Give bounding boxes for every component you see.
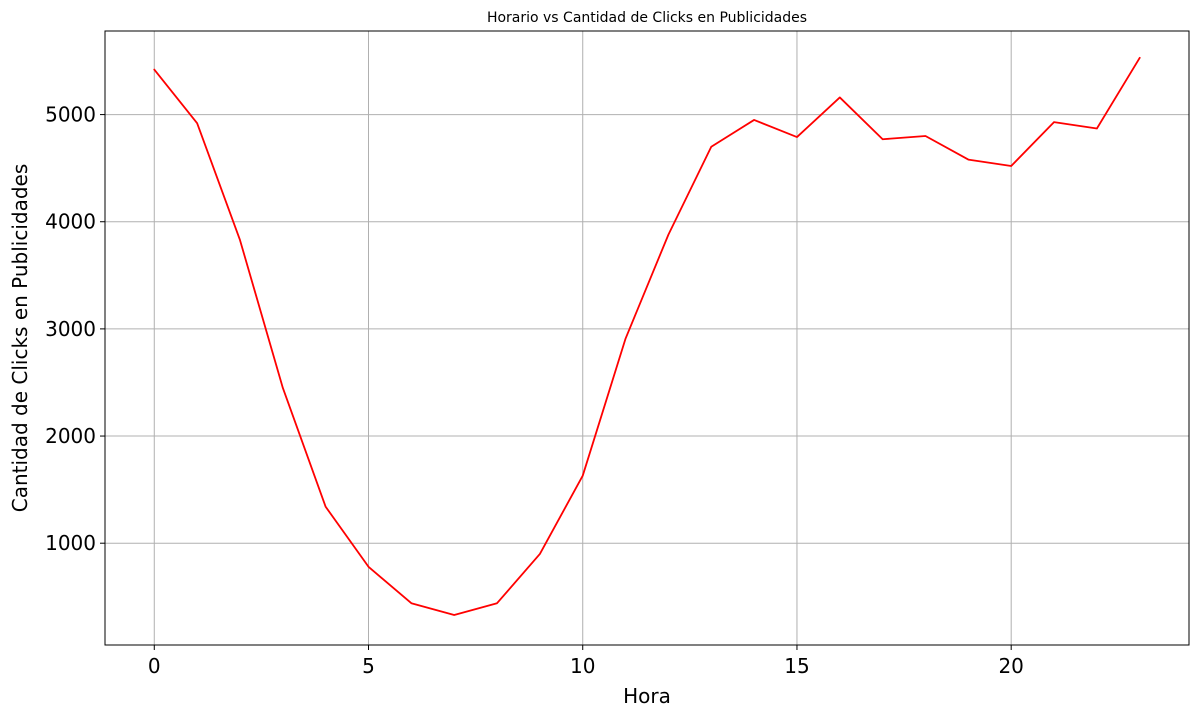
y-tick-label: 2000	[45, 424, 96, 448]
x-tick-label: 0	[148, 654, 161, 678]
x-axis-ticks: 0 5 10 15 20	[148, 645, 1024, 678]
x-axis-label: Hora	[623, 684, 671, 708]
grid-lines	[105, 31, 1189, 645]
y-tick-label: 1000	[45, 531, 96, 555]
series-line	[153, 56, 1141, 616]
plot-area-frame	[104, 30, 1190, 646]
y-axis-label: Cantidad de Clicks en Publicidades	[8, 164, 32, 513]
series-layer	[153, 56, 1141, 616]
x-tick-label: 10	[570, 654, 595, 678]
y-axis-ticks: 1000 2000 3000 4000 5000	[45, 103, 105, 555]
y-tick-label: 4000	[45, 210, 96, 234]
chart-title: Horario vs Cantidad de Clicks en Publici…	[487, 10, 807, 26]
x-tick-label: 5	[362, 654, 375, 678]
x-tick-label: 20	[998, 654, 1023, 678]
x-tick-label: 15	[784, 654, 809, 678]
y-tick-label: 5000	[45, 103, 96, 127]
y-tick-label: 3000	[45, 317, 96, 341]
